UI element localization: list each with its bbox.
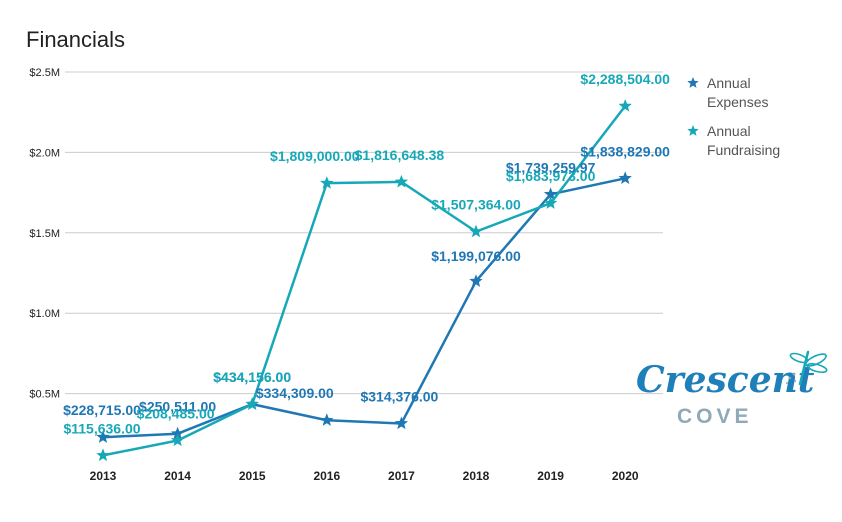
x-tick-label: 2016 (313, 469, 340, 483)
gridlines (65, 71, 663, 395)
x-tick-label: 2020 (612, 469, 639, 483)
logo-subtitle: COVE (677, 405, 753, 428)
data-label: $1,838,829.00 (580, 143, 670, 159)
data-label: $1,507,364.00 (431, 197, 521, 213)
data-label: $228,715.00 (63, 402, 141, 418)
x-tick-label: 2019 (537, 469, 564, 483)
data-label: $434,156.00 (213, 369, 291, 385)
legend: Annual Expenses Annual Fundraising (687, 75, 780, 158)
series-1-point (170, 426, 185, 440)
x-tick-label: 2018 (463, 469, 490, 483)
legend-marker (687, 125, 699, 136)
logo-wordmark: Crescent (636, 359, 815, 401)
data-labels-layer: $228,715.00$250,511.00 $434,156.00$334,30… (63, 71, 670, 436)
x-tick-label: 2015 (239, 469, 266, 483)
series-1-point (618, 171, 632, 184)
series-1-point (394, 416, 409, 430)
chart-title: Financials (26, 27, 125, 52)
series-2-point (245, 397, 259, 410)
legend-marker (687, 77, 699, 88)
data-label: $115,636.00 (63, 420, 140, 436)
y-tick-label: $1.5M (29, 228, 60, 240)
data-label: $2,288,504.00 (580, 71, 670, 87)
series-1-point (320, 413, 334, 426)
data-label: $1,683,973.00 (506, 168, 596, 184)
y-tick-label: $2.5M (29, 67, 60, 79)
series-2-point (320, 176, 334, 189)
legend-label: Fundraising (707, 142, 780, 158)
data-label: $1,816,648.38 (355, 147, 445, 163)
x-tick-label: 2017 (388, 469, 415, 483)
series-1-point (543, 187, 558, 200)
series-line-2 (102, 105, 627, 457)
data-label: $1,739,259.97 (506, 159, 596, 175)
dragonfly-icon (786, 350, 828, 386)
y-axis-ticks: $0.5M $1.0M $1.5M $2.0M $2.5M (29, 67, 60, 401)
data-label: $434,156.00 (213, 369, 291, 385)
legend-label: Annual (707, 75, 751, 91)
series-layer (96, 99, 632, 462)
series-2-point (469, 224, 483, 238)
legend-label: Expenses (707, 94, 768, 110)
x-axis-ticks: 2013 2014 2015 2016 2017 2018 2019 2020 (90, 469, 639, 483)
series-2-point (618, 99, 632, 112)
y-tick-label: $0.5M (29, 389, 60, 401)
series-1-point (469, 274, 483, 287)
data-label: $314,376.00 (360, 388, 438, 404)
y-tick-label: $2.0M (29, 147, 60, 159)
data-label: $250,511.00 (139, 399, 216, 415)
data-label: $1,809,000.00 (270, 148, 360, 164)
y-tick-label: $1.0M (29, 308, 60, 320)
x-tick-label: 2013 (90, 469, 117, 483)
data-label: $334,309.00 (256, 385, 334, 401)
series-2-point (543, 196, 558, 209)
crescent-cove-logo: Crescent COVE (636, 350, 828, 428)
x-tick-label: 2014 (164, 469, 191, 483)
data-label: $208,485.00 (137, 405, 215, 421)
legend-label: Annual (707, 123, 751, 139)
series-1-point (96, 430, 110, 443)
series-2-point (96, 448, 110, 462)
series-2-point (170, 433, 185, 447)
data-label: $1,199,076.00 (431, 248, 521, 264)
series-2-point (394, 174, 409, 188)
